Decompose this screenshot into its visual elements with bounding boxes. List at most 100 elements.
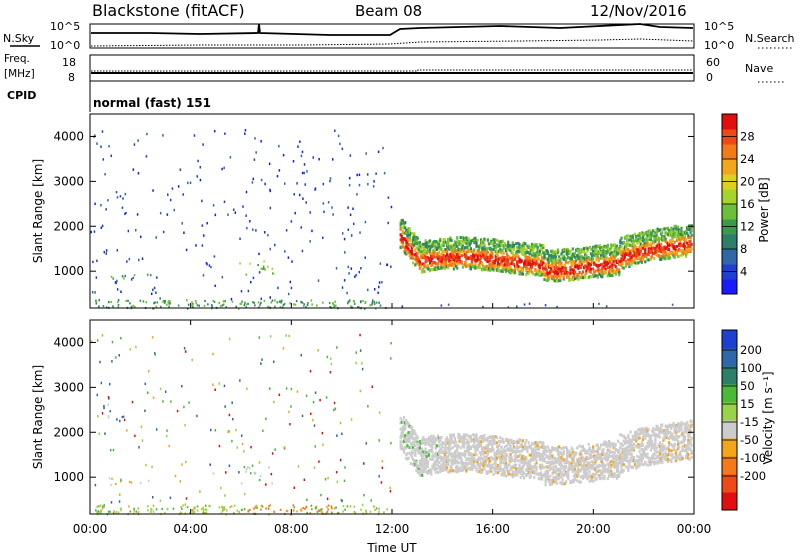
power-return [117,300,119,304]
velocity-return [481,456,484,460]
power-return [528,269,531,273]
power-return [451,263,454,267]
velocity-return [329,357,332,360]
power-return [655,244,658,248]
velocity-return [518,438,521,442]
velocity-return [569,463,572,467]
power-return [690,229,693,233]
velocity-return [499,440,502,444]
velocity-return [560,447,563,451]
power-return [460,239,463,243]
power-return [641,252,645,256]
n-sky-trace [91,23,694,36]
power-return [189,181,192,185]
power-return [464,246,467,250]
velocity-data-layer [90,333,693,516]
power-return [640,230,643,234]
power-return [519,258,522,262]
power-return [321,301,324,304]
velocity-return [279,508,282,511]
velocity-return [479,436,483,440]
velocity-return [491,439,494,443]
velocity-return [399,436,402,440]
power-return [584,252,587,256]
power-return [526,256,529,260]
power-return [681,236,684,240]
velocity-return [578,444,581,448]
velocity-return [327,508,329,511]
power-return [168,302,170,305]
velocity-return [546,465,549,469]
velocity-return [613,446,616,450]
velocity-return [239,379,241,382]
velocity-return [589,450,593,454]
power-return [150,292,153,296]
velocity-return [495,436,499,440]
power-return [669,231,672,235]
power-return [477,265,480,269]
velocity-return [152,510,155,513]
power-return [333,303,335,306]
power-return [652,229,655,233]
velocity-return [478,436,482,440]
velocity-return [108,382,111,386]
power-return [447,263,450,267]
power-return [611,251,614,255]
velocity-return [600,472,603,476]
power-return [221,304,224,307]
velocity-return [588,452,591,456]
power-return [105,208,107,211]
power-return [529,246,532,250]
power-return [611,255,614,259]
power-return [661,227,664,231]
velocity-return [483,455,486,459]
power-return [595,244,598,248]
power-return [638,245,641,249]
power-return [239,262,241,265]
velocity-return [586,461,589,465]
velocity-return [450,437,453,441]
power-return [622,255,625,259]
noise-panel-frame [89,23,695,49]
velocity-return [223,508,225,512]
velocity-return [401,427,405,431]
power-return [615,267,619,271]
power-return [419,255,423,259]
velocity-return [510,465,513,469]
velocity-return [137,507,140,510]
power-return [465,254,468,258]
velocity-return [424,457,427,461]
power-return [658,246,662,250]
velocity-return [552,468,555,472]
power-return [410,232,414,236]
velocity-return [592,464,595,468]
velocity-return [571,470,574,474]
velocity-return [288,410,290,414]
power-return [103,250,106,254]
power-return [476,249,479,253]
velocity-return [532,466,535,470]
velocity-return [559,469,562,473]
power-return [663,234,666,238]
velocity-return [588,466,591,470]
velocity-return [560,471,563,475]
power-return [440,304,443,307]
power-return [145,155,148,158]
velocity-return [585,467,588,471]
power-return [356,193,358,196]
velocity-return [524,447,527,451]
power-return [413,234,416,238]
power-return [432,248,435,252]
velocity-return [525,456,528,460]
power-return [563,257,566,261]
power-return [506,268,509,272]
power-return [492,264,495,268]
power-return [496,257,500,261]
power-return [541,257,544,261]
velocity-return [404,427,407,431]
power-return [418,263,422,267]
power-return [673,235,676,239]
velocity-return [462,443,466,447]
velocity-return [581,476,585,480]
velocity-return [474,433,477,437]
